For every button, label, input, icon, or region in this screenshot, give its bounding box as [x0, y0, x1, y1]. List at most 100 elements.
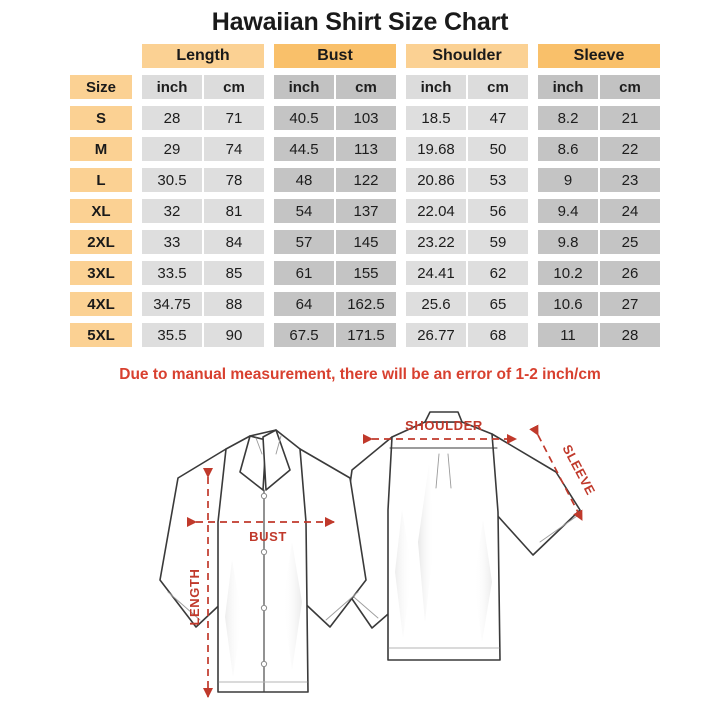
cell-bust-cm: 162.5 — [336, 292, 396, 316]
cell-sleeve-cm: 26 — [600, 261, 660, 285]
size-label: 2XL — [70, 230, 132, 254]
size-chart-table: Length Bust Shoulder Sleeve Size inch cm… — [70, 44, 660, 354]
unit-length-inch: inch — [142, 75, 202, 99]
cell-shoulder-cm: 65 — [468, 292, 528, 316]
group-sleeve: Sleeve — [538, 44, 660, 68]
unit-sleeve-cm: cm — [600, 75, 660, 99]
cell-length-cm: 74 — [204, 137, 264, 161]
value-pair-shoulder: 25.6 65 — [406, 292, 528, 316]
cell-length-cm: 81 — [204, 199, 264, 223]
cell-bust-inch: 61 — [274, 261, 334, 285]
cell-bust-cm: 103 — [336, 106, 396, 130]
cell-shoulder-cm: 59 — [468, 230, 528, 254]
cell-bust-inch: 64 — [274, 292, 334, 316]
cell-sleeve-cm: 24 — [600, 199, 660, 223]
value-pair-sleeve: 10.2 26 — [538, 261, 660, 285]
cell-shoulder-inch: 23.22 — [406, 230, 466, 254]
size-label: 5XL — [70, 323, 132, 347]
size-label: XL — [70, 199, 132, 223]
back-dart-right — [447, 453, 452, 489]
size-cell-wrap: XL — [70, 199, 132, 223]
cell-shoulder-cm: 53 — [468, 168, 528, 192]
corner-spacer — [70, 44, 132, 68]
cell-sleeve-cm: 21 — [600, 106, 660, 130]
cell-bust-inch: 40.5 — [274, 106, 334, 130]
group-label-sleeve: Sleeve — [538, 44, 660, 68]
cell-length-inch: 28 — [142, 106, 202, 130]
cell-length-cm: 85 — [204, 261, 264, 285]
unit-length-cm: cm — [204, 75, 264, 99]
front-shading — [225, 542, 302, 677]
value-pair-length: 29 74 — [142, 137, 264, 161]
size-column-header-cell: Size — [70, 75, 132, 99]
cell-sleeve-cm: 23 — [600, 168, 660, 192]
cell-sleeve-cm: 25 — [600, 230, 660, 254]
group-shoulder: Shoulder — [406, 44, 528, 68]
cell-shoulder-cm: 56 — [468, 199, 528, 223]
front-measure-arrows — [186, 467, 336, 699]
value-pair-sleeve: 10.6 27 — [538, 292, 660, 316]
value-pair-sleeve: 8.6 22 — [538, 137, 660, 161]
value-pair-bust: 44.5 113 — [274, 137, 396, 161]
unit-bust-cm: cm — [336, 75, 396, 99]
unit-pair-sleeve: inch cm — [538, 75, 660, 99]
value-pair-shoulder: 19.68 50 — [406, 137, 528, 161]
value-pair-shoulder: 20.86 53 — [406, 168, 528, 192]
back-collar — [424, 411, 463, 423]
front-buttons — [260, 492, 268, 668]
table-row: S 28 71 40.5 103 18.5 47 8.2 21 — [70, 106, 660, 130]
cell-sleeve-inch: 9.4 — [538, 199, 598, 223]
cell-shoulder-cm: 62 — [468, 261, 528, 285]
size-cell-wrap: M — [70, 137, 132, 161]
button-1 — [260, 492, 268, 500]
value-pair-length: 35.5 90 — [142, 323, 264, 347]
cell-shoulder-inch: 26.77 — [406, 323, 466, 347]
value-pair-bust: 54 137 — [274, 199, 396, 223]
back-dart-left — [435, 453, 440, 489]
cell-bust-inch: 67.5 — [274, 323, 334, 347]
table-row: 4XL 34.75 88 64 162.5 25.6 65 10.6 27 — [70, 292, 660, 316]
cell-length-inch: 29 — [142, 137, 202, 161]
table-row: L 30.5 78 48 122 20.86 53 9 23 — [70, 168, 660, 192]
size-cell-wrap: 5XL — [70, 323, 132, 347]
button-2 — [260, 548, 268, 556]
size-cell-wrap: 4XL — [70, 292, 132, 316]
page-title: Hawaiian Shirt Size Chart — [211, 8, 509, 36]
measurement-disclaimer: Due to manual measurement, there will be… — [119, 366, 601, 383]
shirt-back-illustration — [336, 411, 581, 661]
value-pair-shoulder: 18.5 47 — [406, 106, 528, 130]
table-row: 3XL 33.5 85 61 155 24.41 62 10.2 26 — [70, 261, 660, 285]
value-pair-sleeve: 9.4 24 — [538, 199, 660, 223]
value-pair-shoulder: 23.22 59 — [406, 230, 528, 254]
unit-pair-shoulder: inch cm — [406, 75, 528, 99]
cell-shoulder-inch: 24.41 — [406, 261, 466, 285]
cell-bust-inch: 48 — [274, 168, 334, 192]
table-row: M 29 74 44.5 113 19.68 50 8.6 22 — [70, 137, 660, 161]
front-collar-fold-left — [255, 437, 263, 455]
cell-bust-cm: 122 — [336, 168, 396, 192]
size-cell-wrap: L — [70, 168, 132, 192]
cell-length-inch: 33 — [142, 230, 202, 254]
cell-sleeve-inch: 10.2 — [538, 261, 598, 285]
group-label-shoulder: Shoulder — [406, 44, 528, 68]
cell-length-cm: 78 — [204, 168, 264, 192]
unit-sleeve-inch: inch — [538, 75, 598, 99]
size-label: S — [70, 106, 132, 130]
table-row: 2XL 33 84 57 145 23.22 59 9.8 25 — [70, 230, 660, 254]
bust-label: BUST — [249, 529, 287, 544]
cell-length-inch: 34.75 — [142, 292, 202, 316]
cell-length-inch: 35.5 — [142, 323, 202, 347]
front-collar-fold-right — [275, 435, 282, 455]
front-collar-left — [239, 435, 267, 491]
front-left-cuff — [167, 591, 201, 621]
shirt-front-illustration — [159, 429, 367, 693]
cell-sleeve-inch: 10.6 — [538, 292, 598, 316]
table-row: 5XL 35.5 90 67.5 171.5 26.77 68 11 28 — [70, 323, 660, 347]
shoulder-label: SHOULDER — [405, 418, 483, 433]
back-shading — [395, 464, 492, 642]
cell-bust-inch: 54 — [274, 199, 334, 223]
value-pair-length: 32 81 — [142, 199, 264, 223]
cell-shoulder-inch: 19.68 — [406, 137, 466, 161]
cell-bust-cm: 155 — [336, 261, 396, 285]
size-cell-wrap: 3XL — [70, 261, 132, 285]
